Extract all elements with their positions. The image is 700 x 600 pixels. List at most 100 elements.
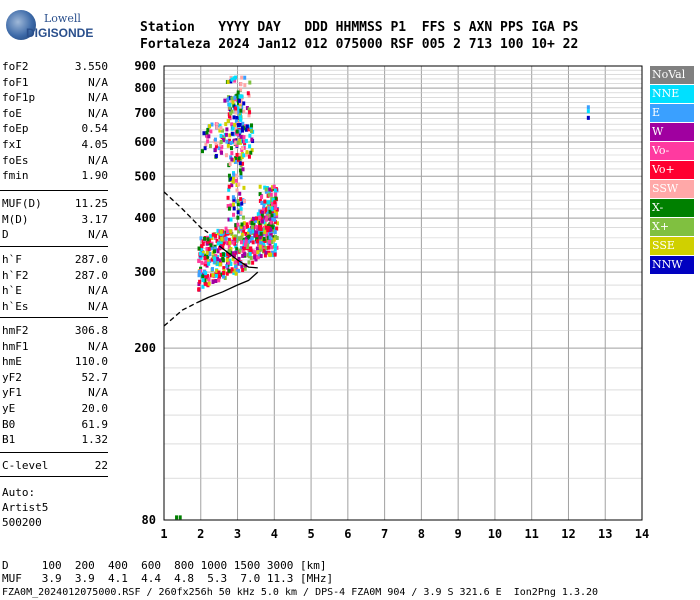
echo-point: [236, 202, 240, 207]
echo-point: [223, 275, 227, 280]
echo-point: [233, 259, 237, 264]
echo-point: [206, 259, 210, 264]
param-row: h`Es N/A: [2, 300, 108, 314]
echo-point: [219, 126, 223, 131]
echo-point: [235, 129, 239, 134]
echo-point: [266, 205, 270, 210]
echo-point: [273, 252, 277, 257]
echo-point: [263, 227, 267, 232]
legend-item: NoVal: [650, 66, 694, 84]
echo-point: [265, 245, 269, 250]
echo-point: [224, 132, 228, 137]
echo-point: [230, 157, 234, 162]
echo-point: [228, 258, 232, 263]
echo-point: [263, 199, 267, 204]
echo-point: [264, 200, 268, 205]
echo-point: [200, 244, 204, 249]
param-separator: [0, 452, 108, 453]
echo-point: [258, 238, 262, 243]
virtual-height-trace: [196, 271, 259, 304]
echo-point: [227, 173, 231, 178]
echo-point: [259, 241, 263, 246]
echo-point: [239, 117, 243, 122]
echo-point: [216, 249, 220, 254]
echo-point: [267, 200, 271, 205]
echo-point: [234, 223, 238, 228]
echo-point: [220, 236, 224, 241]
param-value: 0.54: [81, 122, 109, 136]
echo-point: [270, 206, 274, 211]
echo-point: [204, 260, 208, 265]
echo-point: [234, 243, 238, 248]
echo-point: [260, 210, 264, 215]
ionogram-chart: 1 2 3 4 5 6 7 8 9 10 11 12 13 14802003004005006007008…: [134, 59, 649, 541]
param-row: h`E N/A: [2, 284, 108, 298]
echo-point: [238, 101, 242, 106]
echo-point: [250, 123, 254, 128]
echo-point: [227, 206, 231, 211]
param-row: fmin 1.90: [2, 169, 108, 183]
echo-point: [219, 133, 223, 138]
echo-point: [197, 287, 201, 292]
legend-item: Vo-: [650, 142, 694, 160]
param-row: foE N/A: [2, 107, 108, 121]
echo-point: [204, 271, 208, 276]
echo-point: [248, 133, 252, 138]
echo-point: [234, 110, 238, 115]
echo-point: [200, 149, 204, 154]
echo-point: [226, 143, 230, 148]
echo-point: [218, 123, 222, 128]
echo-point: [234, 226, 238, 231]
echo-point: [264, 232, 268, 237]
echo-point: [205, 130, 209, 135]
echo-point: [264, 209, 268, 214]
echo-point: [244, 231, 248, 236]
param-name: h`Es: [2, 299, 29, 313]
echo-point: [202, 131, 206, 136]
echo-point: [240, 145, 244, 150]
echo-point: [265, 238, 269, 243]
echo-point: [239, 261, 243, 266]
echo-point: [231, 240, 235, 245]
echo-point: [249, 230, 253, 235]
echo-point: [197, 246, 201, 251]
param-value: 3.17: [81, 212, 109, 226]
echo-point: [264, 250, 268, 255]
echo-point: [249, 246, 253, 251]
echo-point: [270, 239, 274, 244]
echo-point: [234, 156, 238, 161]
echo-point: [225, 139, 229, 144]
profile-curve: [218, 245, 258, 269]
param-row: foEp 0.54: [2, 122, 108, 136]
echo-point: [236, 123, 240, 128]
echo-point: [245, 224, 249, 229]
echo-point: [258, 230, 262, 235]
echo-point: [232, 76, 236, 81]
echo-point: [272, 208, 276, 213]
echo-point: [234, 140, 238, 145]
echo-point: [267, 250, 271, 255]
echo-point: [255, 239, 259, 244]
x-tick-label: 8: [418, 527, 425, 541]
echo-point: [225, 271, 229, 276]
echo-point: [242, 246, 246, 251]
echo-point: [250, 221, 254, 226]
echo-point: [245, 152, 249, 157]
param-value: 287.0: [74, 268, 108, 282]
echo-point: [206, 237, 210, 242]
x-tick-label: 10: [488, 527, 502, 541]
echo-point: [241, 267, 245, 272]
echo-point: [232, 212, 236, 217]
param-row: foF1 N/A: [2, 76, 108, 90]
echo-point: [259, 231, 263, 236]
echo-point: [271, 253, 275, 258]
echo-point: [248, 144, 252, 149]
echo-point: [242, 199, 246, 204]
echo-point: [235, 173, 239, 178]
echo-point: [242, 229, 246, 234]
x-tick-label: 5: [307, 527, 314, 541]
echo-point: [251, 229, 255, 234]
echo-point: [199, 236, 203, 241]
echo-point: [227, 187, 231, 192]
echo-point: [241, 167, 245, 172]
